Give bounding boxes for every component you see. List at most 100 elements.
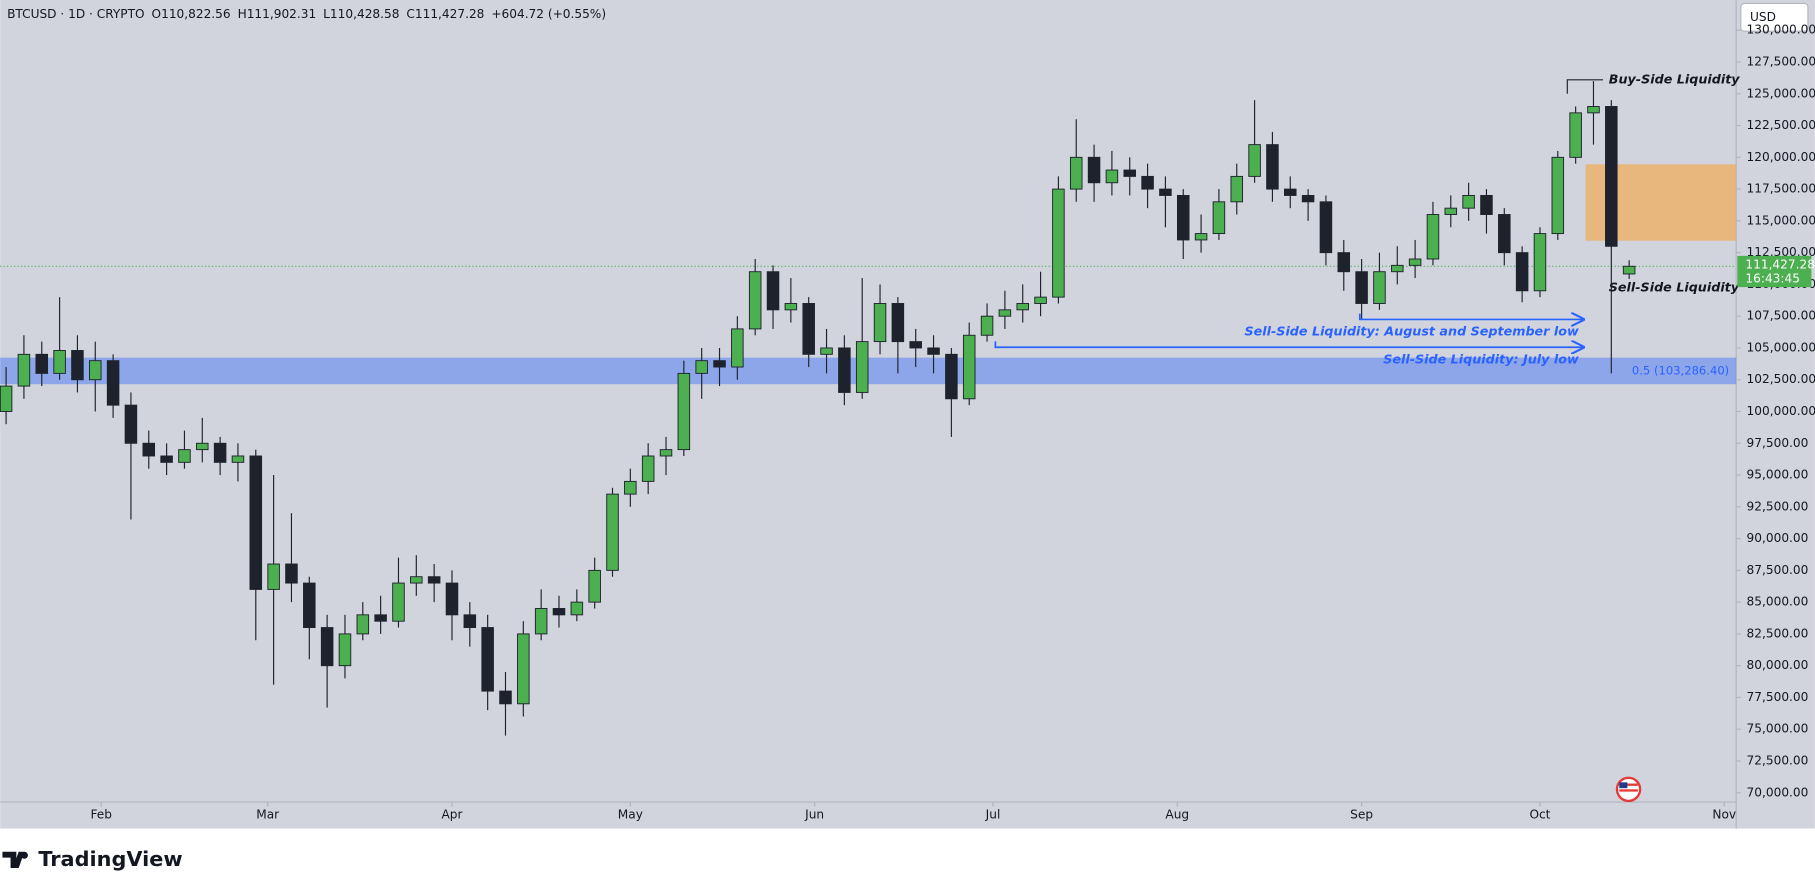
candle-body bbox=[1248, 144, 1261, 177]
close: C111,427.28 bbox=[406, 6, 484, 20]
candle-body bbox=[624, 480, 637, 495]
candle-body bbox=[1515, 252, 1529, 292]
candle-body bbox=[499, 690, 512, 705]
candle-body bbox=[1141, 175, 1154, 190]
candle-body bbox=[89, 360, 102, 381]
y-tick-label: 82,500.00 bbox=[1747, 626, 1809, 640]
candle-body bbox=[231, 455, 245, 463]
candle-body bbox=[1123, 169, 1137, 177]
liquidity-arrow bbox=[1358, 314, 1584, 320]
candle-body bbox=[1176, 194, 1190, 241]
candle-body bbox=[855, 341, 869, 393]
candle-body bbox=[1498, 214, 1511, 254]
candle-body bbox=[1266, 144, 1279, 190]
x-tick-label: Feb bbox=[90, 807, 112, 821]
candle-body bbox=[410, 576, 423, 584]
header: BTCUSD · 1D · CRYPTO O110,822.56 H111,902.… bbox=[7, 6, 606, 20]
candle-body bbox=[1034, 296, 1047, 304]
candle-body bbox=[1587, 106, 1600, 114]
candle-body bbox=[766, 271, 780, 311]
candle-body bbox=[124, 404, 138, 444]
candle-body bbox=[659, 449, 673, 457]
currency-button[interactable] bbox=[1740, 2, 1809, 32]
candle-body bbox=[374, 614, 387, 622]
candle-body bbox=[427, 576, 441, 584]
low: L110,428.58 bbox=[323, 6, 399, 20]
candle-body bbox=[285, 563, 298, 584]
candle-body bbox=[1444, 207, 1458, 215]
candle-body bbox=[980, 315, 994, 336]
x-tick-label: Sep bbox=[1350, 807, 1373, 821]
candle-body bbox=[356, 614, 370, 635]
candle-body bbox=[160, 455, 173, 463]
candle-body bbox=[1408, 258, 1422, 266]
candle-body bbox=[534, 608, 548, 635]
candle-body bbox=[17, 353, 31, 387]
candle-body bbox=[267, 563, 280, 590]
y-tick-label: 75,000.00 bbox=[1747, 722, 1809, 736]
y-tick-label: 85,000.00 bbox=[1747, 595, 1809, 609]
candle-body bbox=[1355, 271, 1368, 304]
candle-body bbox=[552, 608, 566, 616]
currency[interactable]: USD bbox=[1750, 10, 1776, 24]
candle-body bbox=[731, 328, 744, 368]
candle-body bbox=[1391, 264, 1404, 273]
y-tick-label: 102,500.00 bbox=[1747, 372, 1815, 386]
candle-body bbox=[1069, 156, 1083, 190]
price-tag-countdown: 16:43:45 bbox=[1745, 272, 1800, 286]
candle-body bbox=[820, 347, 833, 355]
flag-icon bbox=[1615, 776, 1642, 803]
candle-body bbox=[677, 372, 691, 451]
candle-body bbox=[1105, 169, 1119, 184]
candle-body bbox=[0, 385, 13, 412]
price-tag bbox=[1737, 255, 1812, 288]
candle-body bbox=[338, 633, 352, 667]
candle-body bbox=[962, 334, 976, 400]
candle-body bbox=[748, 271, 762, 330]
y-tick-label: 95,000.00 bbox=[1747, 468, 1809, 482]
x-tick-label: Apr bbox=[441, 807, 462, 821]
candle-body bbox=[445, 582, 459, 616]
candle-body bbox=[303, 582, 316, 629]
candle-body bbox=[1284, 188, 1297, 196]
y-tick-label: 127,500.00 bbox=[1747, 55, 1815, 69]
candle-body bbox=[713, 360, 726, 368]
y-tick-label: 130,000.00 bbox=[1747, 23, 1815, 37]
y-tick-label: 112,500.00 bbox=[1747, 245, 1815, 259]
candle-body bbox=[463, 614, 477, 629]
change: +604.72 (+0.55%) bbox=[491, 6, 606, 20]
candle-body bbox=[802, 303, 815, 355]
candle-body bbox=[178, 449, 191, 463]
x-tick-label: Jul bbox=[985, 807, 1001, 821]
high: H111,902.31 bbox=[238, 6, 317, 20]
y-tick-label: 92,500.00 bbox=[1747, 499, 1809, 513]
candle-body bbox=[1087, 156, 1101, 184]
candle-body bbox=[927, 347, 940, 355]
candle-body bbox=[1462, 194, 1475, 209]
y-tick-label: 70,000.00 bbox=[1747, 785, 1809, 799]
symbol: BTCUSD · 1D · CRYPTO bbox=[7, 6, 145, 20]
candle-body bbox=[1016, 303, 1029, 311]
candle-body bbox=[1337, 252, 1351, 273]
candle-body bbox=[1212, 201, 1226, 235]
y-tick-label: 90,000.00 bbox=[1747, 531, 1809, 545]
x-tick-label: Jun bbox=[804, 807, 824, 821]
candle-body bbox=[142, 442, 156, 457]
y-tick-label: 125,000.00 bbox=[1747, 86, 1815, 100]
chart-background bbox=[0, 0, 1815, 829]
y-tick-label: 87,500.00 bbox=[1747, 563, 1809, 577]
x-tick-label: Aug bbox=[1165, 807, 1189, 821]
candle-body bbox=[1230, 175, 1244, 203]
y-tick-label: 80,000.00 bbox=[1747, 658, 1809, 672]
open: O110,822.56 bbox=[152, 6, 231, 20]
candle-body bbox=[891, 303, 905, 343]
candle-body bbox=[695, 360, 708, 374]
candle-body bbox=[588, 569, 601, 603]
buy-side-label: Buy-Side Liquidity bbox=[1609, 72, 1741, 87]
candle-body bbox=[1533, 233, 1547, 292]
candle-body bbox=[606, 493, 619, 571]
candle-body bbox=[213, 442, 227, 463]
liquidity-label: Sell-Side Liquidity: July low bbox=[1383, 352, 1579, 367]
plot: 0.5 (103,286.40) Buy-Side Liquidity Sell-S… bbox=[0, 72, 1741, 736]
